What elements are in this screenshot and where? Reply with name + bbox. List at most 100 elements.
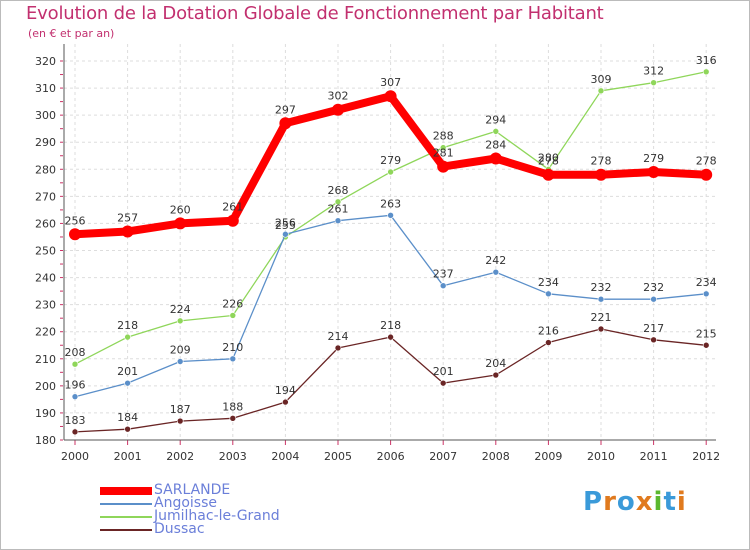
data-point [650, 79, 657, 86]
logo-letter: r [603, 487, 617, 517]
data-label: 218 [117, 319, 138, 332]
data-point [597, 325, 605, 333]
data-point [174, 217, 187, 230]
x-tick-label: 2006 [377, 450, 405, 463]
data-label: 279 [380, 154, 401, 167]
data-point [334, 198, 342, 206]
data-point [229, 312, 237, 319]
x-tick-label: 2008 [482, 450, 510, 463]
y-tick-label: 310 [35, 82, 56, 95]
data-label: 188 [222, 400, 243, 413]
logo-letter: i [653, 487, 664, 517]
data-label: 208 [65, 346, 86, 359]
data-label: 194 [275, 384, 296, 397]
data-label: 226 [222, 297, 243, 310]
data-label: 255 [275, 219, 296, 232]
data-point [332, 103, 344, 116]
data-point [489, 152, 502, 165]
data-label: 187 [170, 403, 191, 416]
y-tick-label: 220 [35, 326, 56, 339]
legend-label: Angoisse [154, 495, 217, 511]
data-label: 302 [328, 90, 349, 103]
plot-area [64, 44, 716, 440]
data-point [702, 68, 710, 76]
chart-title: Evolution de la Dotation Globale de Fonc… [26, 3, 604, 24]
data-label: 278 [591, 155, 612, 168]
x-tick-label: 2010 [587, 450, 615, 463]
data-point [597, 87, 605, 95]
legend-label: SARLANDE [154, 482, 231, 498]
y-tick-label: 200 [35, 380, 56, 393]
data-label: 316 [696, 54, 717, 67]
data-point [545, 339, 552, 346]
data-label: 281 [433, 147, 454, 160]
y-tick-label: 260 [35, 217, 56, 230]
data-label: 221 [591, 311, 612, 324]
data-label: 263 [380, 197, 401, 210]
data-point [647, 165, 660, 178]
data-label: 312 [643, 65, 664, 78]
data-label: 261 [328, 203, 349, 216]
data-label: 257 [117, 212, 138, 225]
legend-swatch [100, 529, 152, 531]
x-tick-label: 2001 [114, 450, 142, 463]
logo-letter: i [676, 487, 687, 517]
data-label: 209 [170, 343, 191, 356]
data-point [492, 371, 500, 379]
data-label: 184 [117, 411, 138, 424]
data-point [597, 295, 605, 303]
data-label: 215 [696, 327, 717, 340]
data-point [387, 333, 394, 341]
x-tick-label: 2009 [534, 450, 562, 463]
data-point [439, 144, 447, 151]
data-label: 288 [433, 130, 454, 143]
data-label: 294 [485, 113, 506, 126]
x-tick-label: 2012 [692, 450, 720, 463]
data-label: 278 [696, 155, 717, 168]
data-point [226, 214, 239, 227]
data-point [492, 268, 500, 276]
data-label: 242 [485, 254, 506, 267]
legend-label: Jumilhac-le-Grand [154, 508, 280, 524]
y-tick-label: 280 [35, 163, 56, 176]
data-label: 204 [485, 357, 506, 370]
data-point [279, 117, 292, 130]
data-label: 196 [65, 379, 86, 392]
data-label: 201 [117, 365, 138, 378]
data-point [650, 336, 657, 344]
data-label: 234 [696, 276, 717, 289]
data-label: 279 [643, 152, 664, 165]
data-point [124, 379, 131, 387]
data-point [650, 295, 657, 303]
data-point [542, 168, 555, 181]
x-tick-label: 2004 [271, 450, 299, 463]
y-tick-label: 230 [35, 299, 56, 312]
data-label: 234 [538, 276, 559, 289]
y-tick-label: 290 [35, 136, 56, 149]
data-label: 183 [65, 414, 86, 427]
y-tick-label: 180 [35, 434, 56, 447]
data-point [176, 417, 184, 425]
logo-letter: t [663, 487, 677, 517]
y-tick-label: 190 [35, 407, 56, 420]
x-tick-label: 2000 [61, 450, 89, 463]
data-label: 260 [170, 203, 191, 216]
data-point [176, 358, 184, 365]
data-point [492, 128, 500, 135]
data-point [702, 290, 710, 298]
data-point [387, 168, 394, 176]
data-point [69, 228, 81, 241]
y-tick-label: 250 [35, 245, 56, 258]
logo-letter: P [583, 487, 604, 517]
data-point [229, 415, 237, 422]
x-tick-label: 2005 [324, 450, 352, 463]
data-point [545, 290, 552, 298]
data-label: 268 [328, 184, 349, 197]
data-label: 237 [433, 268, 454, 281]
y-tick-label: 300 [35, 109, 56, 122]
data-label: 297 [275, 103, 296, 116]
data-point [387, 212, 394, 219]
data-point [595, 168, 607, 181]
legend-swatch [100, 487, 152, 495]
legend-swatch [100, 516, 152, 518]
